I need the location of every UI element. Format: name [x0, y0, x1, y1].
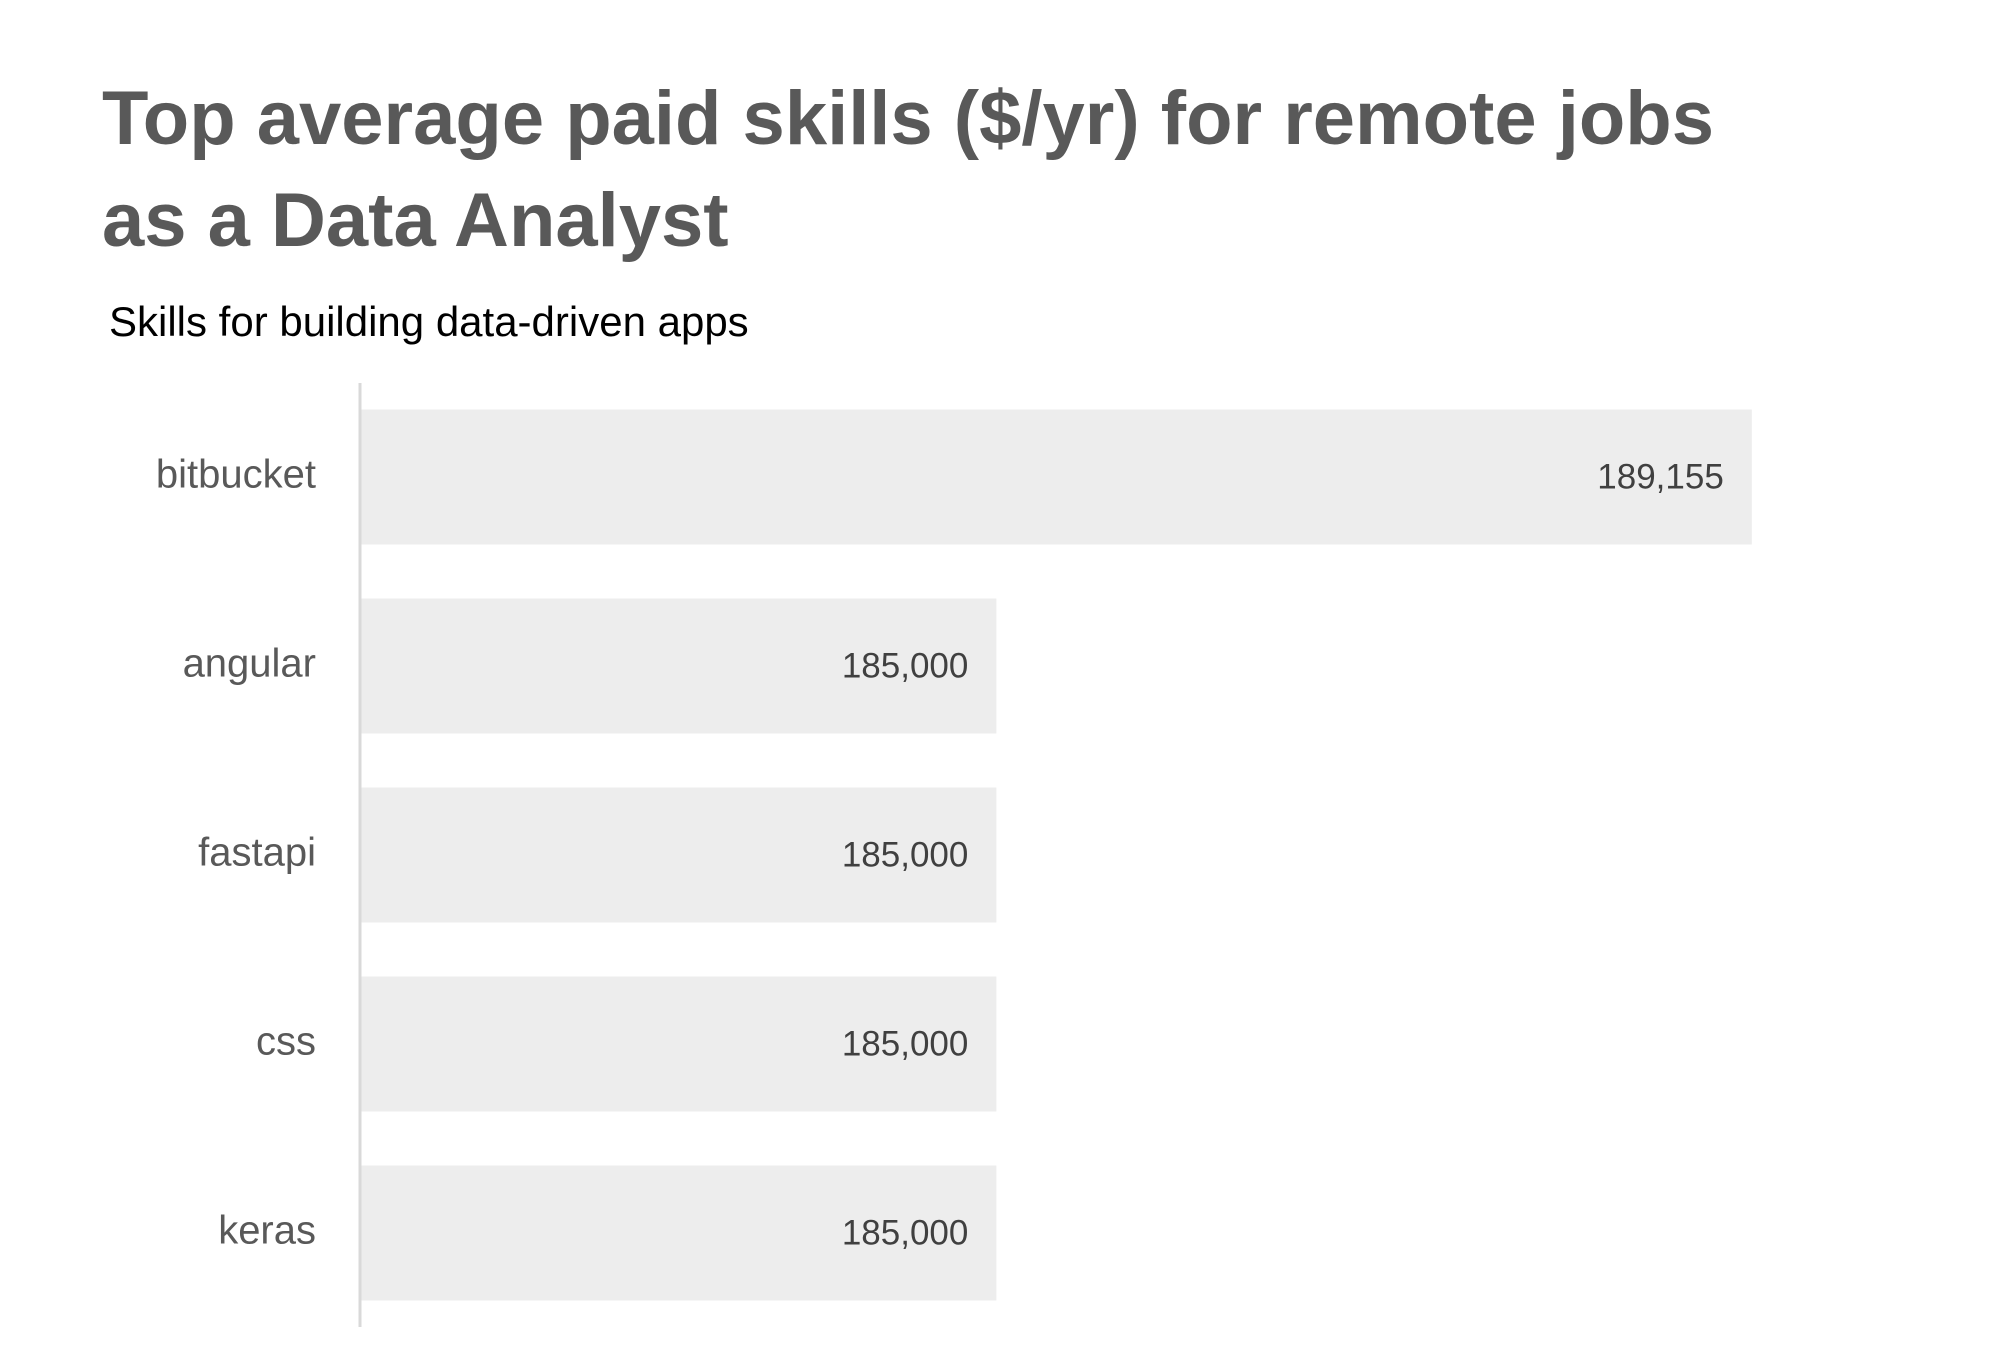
labels-layer: bitbucket 189,155 angular 185,000 fastapi 185… [156, 453, 1724, 1253]
chart-title: Top average paid skills ($/yr) for remot… [102, 76, 1714, 263]
bar-fastapi [360, 787, 997, 923]
bars-layer [360, 409, 1752, 1301]
bar-bitbucket [360, 409, 1752, 545]
bar-angular [360, 598, 997, 734]
value-label-angular: 185,000 [842, 646, 969, 685]
category-label-fastapi: fastapi [198, 831, 316, 875]
bar-keras [360, 1165, 997, 1301]
value-label-bitbucket: 189,155 [1597, 457, 1724, 496]
category-label-css: css [256, 1020, 316, 1064]
value-label-keras: 185,000 [842, 1213, 969, 1252]
category-label-angular: angular [183, 642, 316, 686]
value-label-css: 185,000 [842, 1024, 969, 1063]
value-label-fastapi: 185,000 [842, 835, 969, 874]
bar-css [360, 976, 997, 1112]
category-label-keras: keras [218, 1209, 316, 1253]
chart-subtitle: Skills for building data-driven apps [109, 298, 749, 345]
category-label-bitbucket: bitbucket [156, 453, 316, 497]
